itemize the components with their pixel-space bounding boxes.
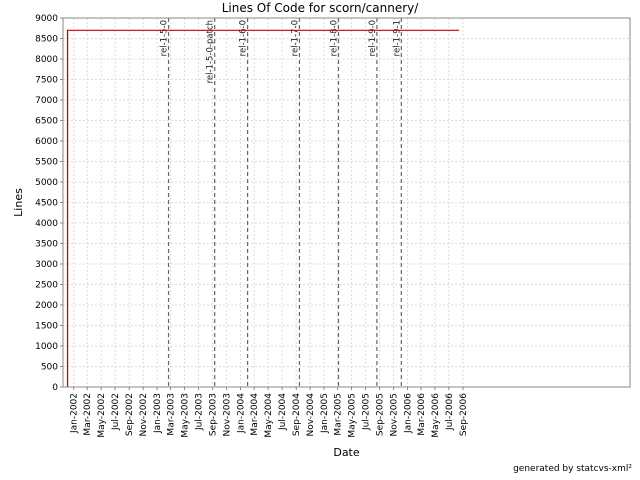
- y-axis-ticks: 0 500 1000 1500 2000 2500 3000 3500 4000 4500 5000…: [35, 14, 63, 393]
- release-marker-label: rel-1-7-0: [290, 20, 300, 56]
- x-axis-ticks: Jan-2002 Mar-2002 May-2002 Jul-2002 Sep-2002…: [70, 387, 469, 438]
- y-tick-label: 6500: [35, 117, 58, 127]
- chart-title: Lines Of Code for scorn/cannery/: [221, 1, 419, 15]
- x-tick-label: May-2006: [431, 393, 441, 438]
- generated-by-note: generated by statcvs-xml²: [513, 464, 632, 474]
- release-markers: rel-1-5-0 rel-1-5-0-patch rel-1-6-0 rel-1-7…: [160, 18, 402, 387]
- x-tick-label: Nov-2005: [390, 393, 400, 436]
- x-tick-label: Jul-2004: [278, 393, 288, 431]
- x-tick-label: Sep-2003: [209, 393, 219, 436]
- x-tick-label: Jul-2006: [445, 393, 455, 431]
- y-tick-label: 8500: [35, 35, 58, 45]
- x-tick-label: Jan-2006: [403, 393, 413, 434]
- y-tick-label: 0: [52, 383, 58, 393]
- x-tick-label: May-2004: [264, 393, 274, 438]
- x-tick-label: Jan-2004: [237, 393, 247, 434]
- y-tick-label: 4500: [35, 199, 58, 209]
- y-tick-label: 1500: [35, 322, 58, 332]
- x-tick-label: Jul-2003: [194, 393, 204, 431]
- y-tick-label: 8000: [35, 55, 58, 65]
- y-tick-label: 5500: [35, 158, 58, 168]
- y-tick-label: 5000: [35, 178, 58, 188]
- x-tick-label: Jul-2005: [361, 393, 371, 431]
- x-tick-label: May-2005: [348, 393, 358, 438]
- x-tick-label: Jan-2005: [320, 393, 330, 434]
- series-layer: [66, 29, 460, 387]
- release-marker-label: rel-1-5-0: [160, 20, 170, 56]
- x-tick-label: Nov-2004: [306, 393, 316, 437]
- x-tick-label: Nov-2002: [139, 393, 149, 436]
- x-axis-label: Date: [333, 446, 360, 459]
- y-tick-label: 7000: [35, 96, 58, 106]
- release-marker-label: rel-1-9-0: [368, 20, 378, 56]
- x-tick-label: Nov-2003: [223, 393, 233, 436]
- y-tick-label: 9000: [35, 14, 58, 24]
- x-tick-label: Jul-2002: [111, 393, 121, 431]
- y-tick-label: 500: [41, 363, 58, 373]
- x-tick-label: Sep-2006: [459, 393, 469, 436]
- release-marker-label: rel-1-5-0-patch: [206, 20, 216, 83]
- x-tick-label: Sep-2002: [125, 393, 135, 436]
- x-tick-label: Mar-2005: [334, 393, 344, 436]
- y-tick-label: 7500: [35, 76, 58, 86]
- y-tick-label: 2000: [35, 301, 58, 311]
- x-tick-label: Mar-2003: [167, 393, 177, 436]
- y-tick-label: 4000: [35, 219, 58, 229]
- y-axis-label: Lines: [12, 188, 25, 217]
- release-marker-label: rel-1-8-0: [330, 20, 340, 56]
- y-tick-label: 6000: [35, 137, 58, 147]
- x-tick-label: Jan-2002: [70, 393, 80, 434]
- release-marker-label: rel-1-9-1: [392, 20, 402, 56]
- grid: [63, 17, 630, 388]
- series-line: [66, 29, 460, 387]
- release-marker-label: rel-1-6-0: [239, 20, 249, 56]
- x-tick-label: Mar-2004: [250, 393, 260, 436]
- x-tick-label: Mar-2006: [417, 393, 427, 436]
- y-tick-label: 2500: [35, 281, 58, 291]
- y-tick-label: 1000: [35, 342, 58, 352]
- x-tick-label: Sep-2004: [292, 393, 302, 436]
- y-tick-label: 3000: [35, 260, 58, 270]
- y-tick-label: 3500: [35, 240, 58, 250]
- x-tick-label: Sep-2005: [376, 393, 386, 436]
- x-tick-label: May-2003: [181, 393, 191, 438]
- x-tick-label: Mar-2002: [83, 393, 93, 436]
- x-tick-label: May-2002: [97, 393, 107, 438]
- x-tick-label: Jan-2003: [153, 393, 163, 434]
